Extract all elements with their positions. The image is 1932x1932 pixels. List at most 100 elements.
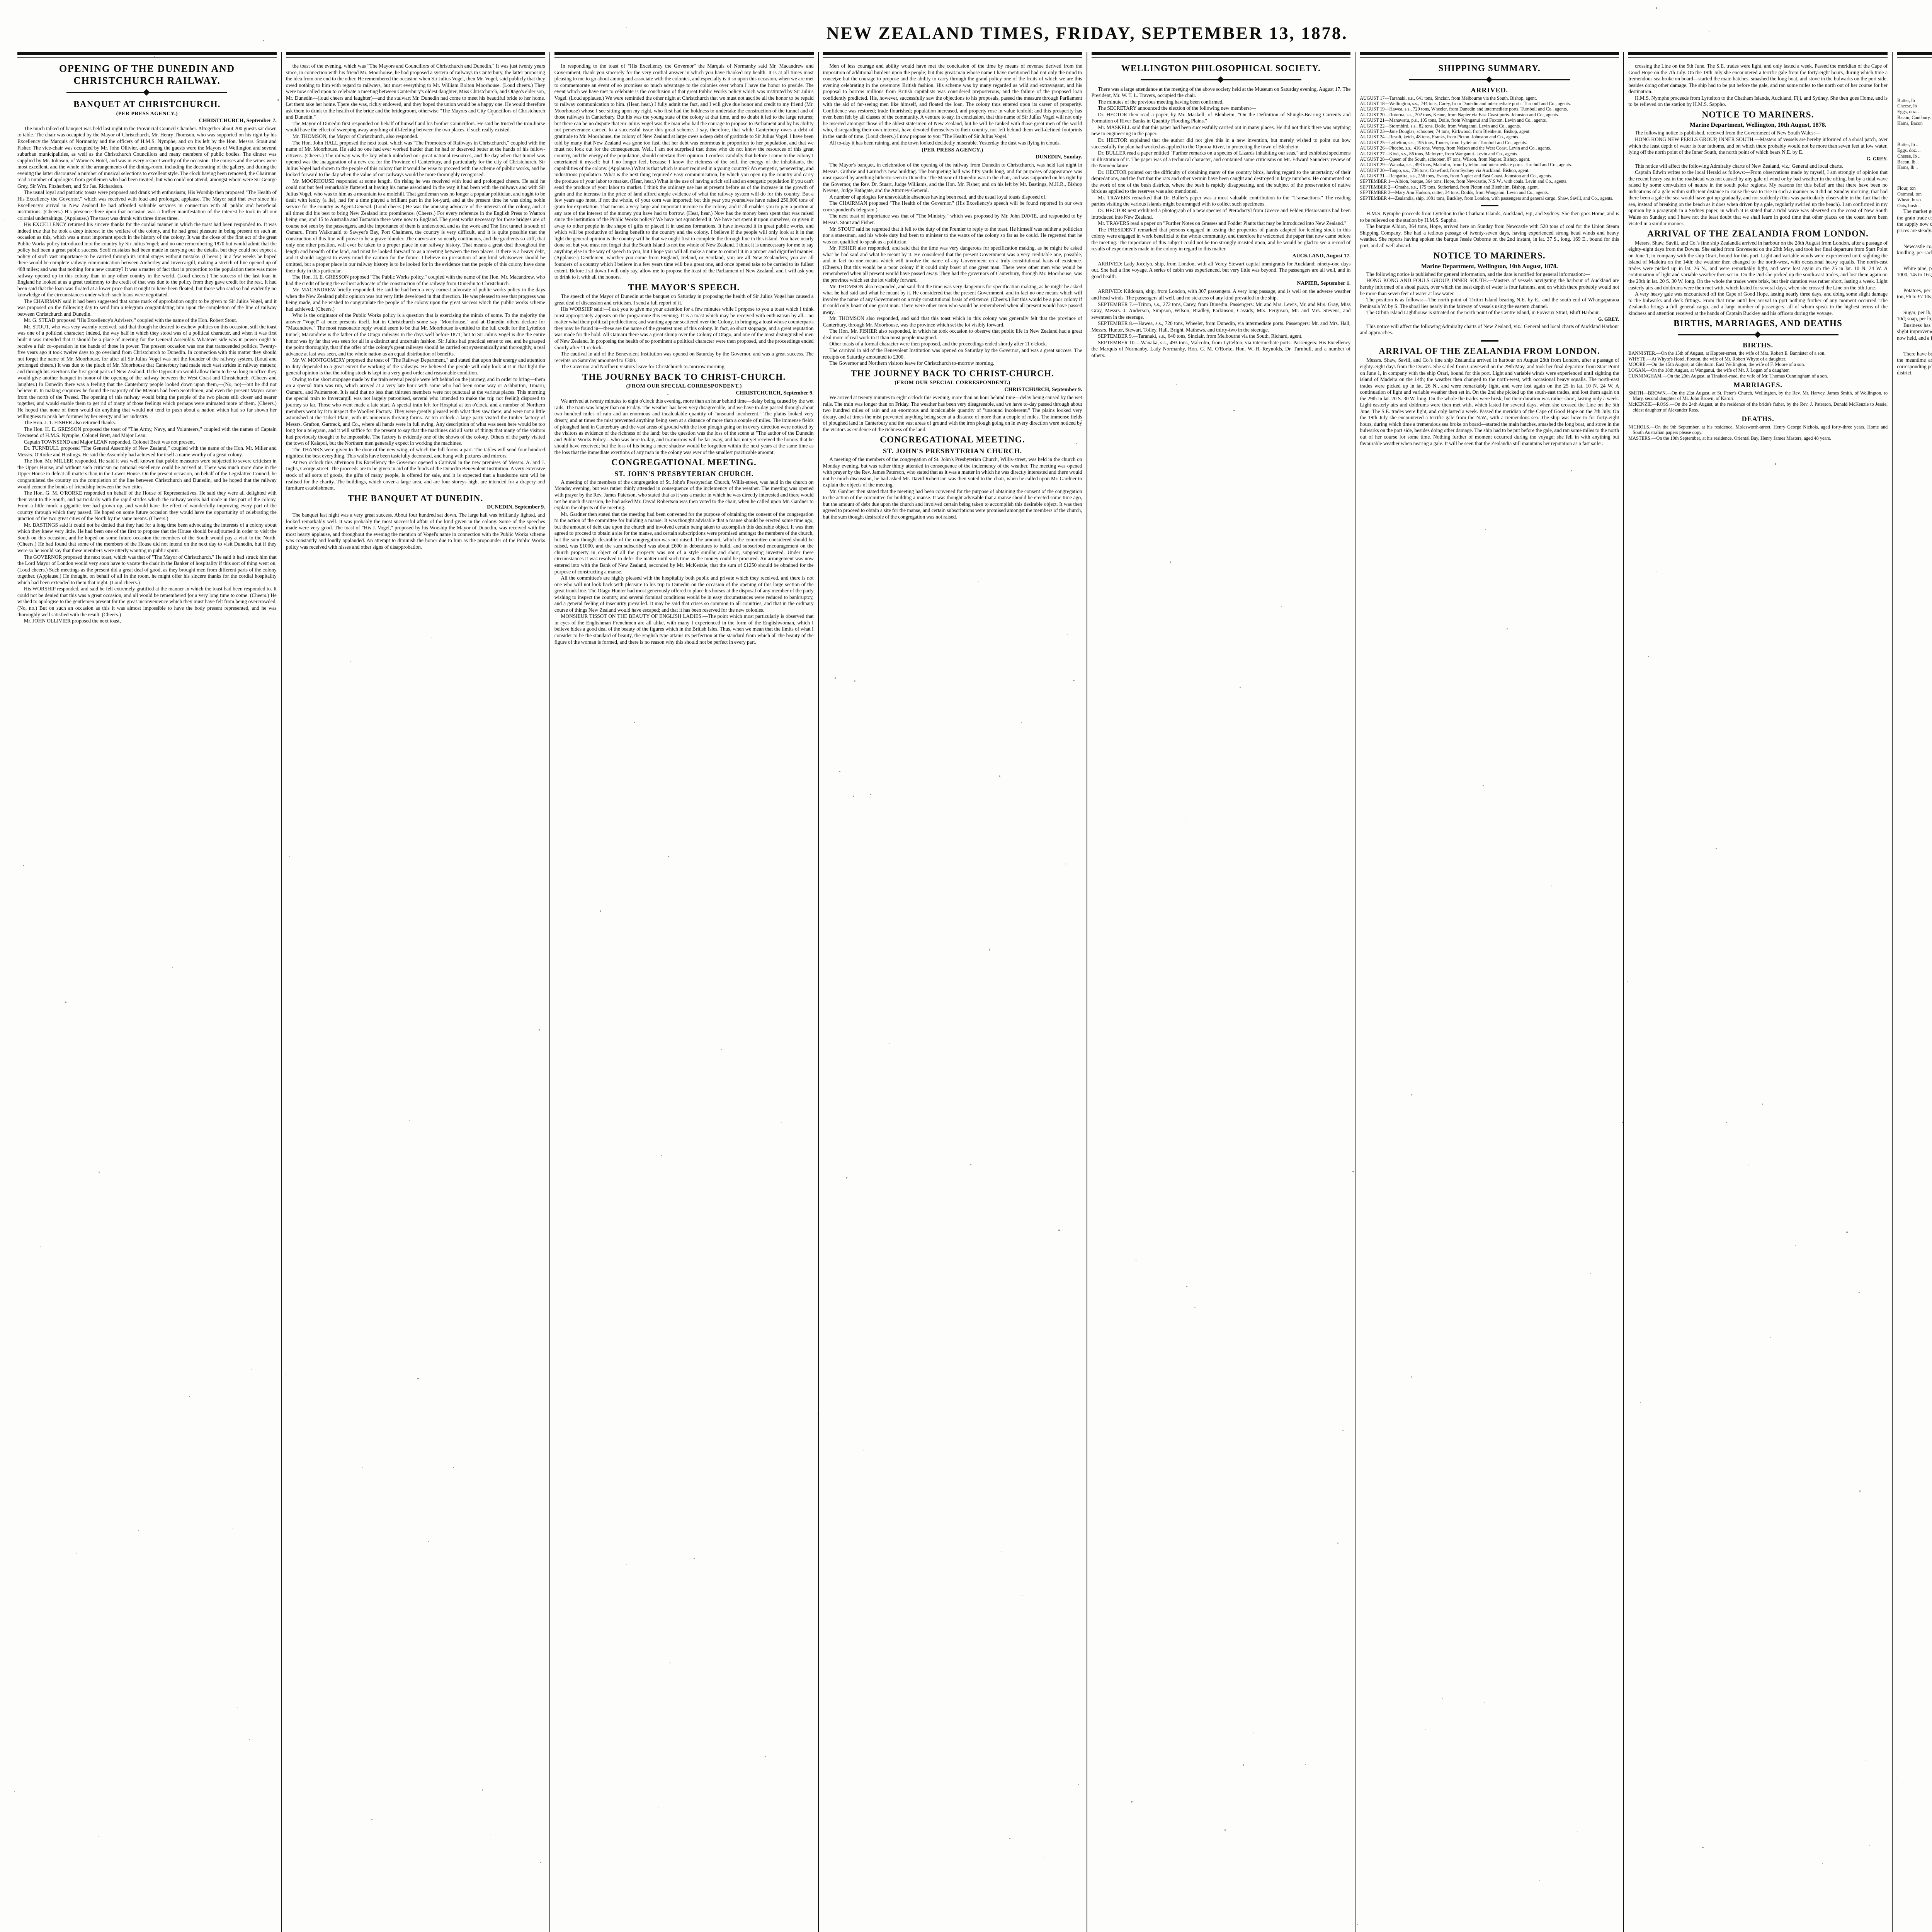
paper-speck [65,1002,66,1003]
section-heading: SHIPPING SUMMARY. [1360,63,1619,74]
section-rule [17,52,277,58]
article-paragraph: A very heavy gale was encountered off th… [1628,291,1888,316]
agency-credit: (FROM OUR SPECIAL CORRESPONDENT.) [823,380,1082,386]
paper-speck [846,1177,847,1179]
notice-entry: BANNISTER.—On the 15th of August, at Hop… [1628,350,1888,356]
dateline: AUCKLAND, August 17. [1092,253,1351,259]
shipping-entry: AUGUST 28—Queen of the South, schooner, … [1360,156,1619,162]
section-heading: CONGREGATIONAL MEETING. [823,434,1082,445]
section-heading: THE WELLINGTON MARKETS [1897,63,1932,74]
subsection-heading: WOOL MARKET. [1897,343,1932,349]
article-paragraph: Mr. MOORHOUSE responded at some length. … [286,178,545,274]
article-paragraph: The following notice is published for ge… [1360,271,1619,278]
section-heading: ARRIVAL OF THE ZEALANDIA FROM LONDON. [1628,228,1888,239]
article-paragraph: HONG KONG AND FOULS GROUP, INNER SOUTH.—… [1360,277,1619,297]
section-heading: ST. JOHN'S PRESBYTERIAN CHURCH. [823,447,1082,455]
notice-list: NICHOLS.—On the 9th September, at his re… [1628,424,1888,441]
article-paragraph: The usual loyal and patriotic toasts wer… [17,189,277,221]
sub-heading: Marine Department, Wellington, 10th Augu… [1628,122,1888,129]
signature: G. GREY. [1360,316,1619,322]
article-paragraph: Business has been somewhat restricted ow… [1897,322,1932,342]
market-table-row: Bacon, lb ..09—10Turkeys ..80—120 [1897,159,1932,165]
paper-speck [189,1396,190,1397]
market-table-row: Cheese, lb10—11Bacon, Pro..07—00 [1897,103,1932,109]
section-heading: THE JOURNEY BACK TO CHRIST-CHURCH. [823,368,1082,379]
shipping-entry: SEPTEMBER 4—Zealandia, ship, 1081 tons, … [1360,196,1619,201]
newspaper-column-6: SHIPPING SUMMARY. ARRIVED. AUGUST 17—Taran… [1355,52,1624,1932]
section-heading: THE BANQUET AT DUNEDIN. [286,493,545,504]
paper-speck [125,508,126,509]
market-col-header-spacer [1897,92,1932,98]
section-heading: THE MAYOR'S SPEECH. [554,282,814,293]
article-paragraph: Dr. BULLER read a paper entitled "Furthe… [1092,150,1351,169]
paper-speck [1281,606,1282,607]
newspaper-column-3: In responding to the toast of "His Excel… [550,52,819,1932]
section-rule [286,52,545,58]
article-paragraph: Dr. HECTOR explained that the author did… [1092,137,1351,150]
market-table-row: Oatmeal, ton160—170Sharps, ton50—510 [1897,191,1932,197]
market-table-header-row: £s.d.£s.d.£s.d. [1897,180,1932,185]
article-paragraph: A meeting of the members of the congrega… [823,456,1082,488]
signature: G. GREY. [1628,156,1888,162]
diamond-divider-icon [66,89,227,95]
paper-speck [62,517,64,519]
section-heading: BIRTHS. [1628,341,1888,349]
article-paragraph: Messrs. Shaw, Savill, and Co.'s fine shi… [1628,240,1888,291]
notice-entry: WHYTE.—At Whyte's Hotel, Foxton, the wif… [1628,356,1888,362]
market-item-label: Cheese, lb .. [1897,153,1932,159]
shipping-entry: AUGUST 30—Taupo, s.s., 736 tons, Crawfor… [1360,168,1619,173]
paper-speck [870,794,871,795]
paper-speck [428,1541,429,1542]
notice-entry: SMITH—BROWN.—On the 21st August, at St. … [1628,390,1888,402]
article-paragraph: Mr. THOMSON also responded, and said tha… [823,284,1082,316]
section-heading: OPENING OF THE DUNEDIN AND CHRISTCHURCH … [17,63,277,87]
section-heading: CONGREGATIONAL MEETING. [554,457,814,468]
shipping-entry: SEPTEMBER 2—Omaha, s.s., 175 tons, Suthe… [1360,184,1619,190]
market-item-label: Eggs, doz. .. [1897,148,1932,153]
section-heading: NOTICE TO MARINERS. [1360,250,1619,261]
market-table-header-row: s.d.s.d.s.d.s.d. [1897,92,1932,98]
newspaper-column-1: OPENING OF THE DUNEDIN AND CHRISTCHURCH … [13,52,282,1932]
paper-speck [765,1756,766,1757]
article-paragraph: The market generally has been quiet duri… [1897,208,1932,234]
article-paragraph: Messrs. Shaw, Savill, and Co.'s fine shi… [1360,357,1619,447]
dateline: CHRISTCHURCH, September 7. [17,118,277,124]
article-paragraph: Mr. THOMSON also responded, and said tha… [823,315,1082,328]
section-heading: BANQUET AT CHRISTCHURCH. [17,99,277,110]
newspaper-column-4: Men of less courage and ability would ha… [819,52,1087,1932]
article-paragraph: His WORSHIP responded, and said he felt … [17,586,277,618]
short-rule-divider [1481,340,1498,342]
agency-credit: (FROM OUR SPECIAL CORRESPONDENT.) [554,383,814,389]
shipping-entry: AUGUST 26—Phoebe, s.s., 416 tons, Worsp,… [1360,145,1619,151]
section-rule [1897,52,1932,58]
market-item-label: Flour, ton [1897,185,1932,191]
notice-entry: MASTERS.—On the 10th September, at his r… [1628,435,1888,441]
paper-speck [1225,1829,1226,1830]
market-item-label: Hams, lb .. [1897,165,1932,170]
paper-speck [1869,1845,1870,1846]
market-price-table: s.d.s.d.s.d.s.d.Butter, lb ..04to06Fowls… [1897,136,1932,170]
market-item-label: Bacon, Cant'bury. [1897,115,1932,121]
article-paragraph: The Orbita Island Lighthouse is situated… [1360,310,1619,316]
paper-speck [216,352,217,354]
paper-speck [1590,1273,1591,1274]
market-table-row: Bacon, Cant'bury.07—09McConnell's09—010 [1897,115,1932,121]
paper-speck [1571,470,1573,471]
article-paragraph: Dr. TURNBULL proposed "The General Assem… [17,445,277,458]
article-paragraph: Other toasts of a formal character were … [823,341,1082,347]
article-paragraph: The banquet last night was a very great … [286,512,545,550]
paper-speck [1181,90,1182,92]
article-paragraph: The SECRETARY announced the election of … [1092,105,1351,112]
agency-credit: (PER PRESS AGENCY.) [823,147,1082,153]
article-paragraph: crossing the Line on the 5th June. The S… [1628,63,1888,95]
article-paragraph: The PRESIDENT remarked that persons enga… [1092,227,1351,252]
article-paragraph: The Mayor's banquet, in celebration of t… [823,162,1082,194]
article-paragraph: There have been no sales of importance d… [1897,351,1932,376]
sub-heading: Marine Department, Wellington, 10th Augu… [1360,263,1619,270]
short-rule-divider [1481,205,1498,206]
paper-speck [371,1819,372,1820]
diamond-divider-icon [1678,332,1838,338]
paper-speck [1483,785,1484,786]
article-paragraph: The Hon. Mr. MILLER responded. He said i… [17,458,277,490]
shipping-entry: AUGUST 18—Wellington, s.s., 244 tons, Ca… [1360,101,1619,106]
